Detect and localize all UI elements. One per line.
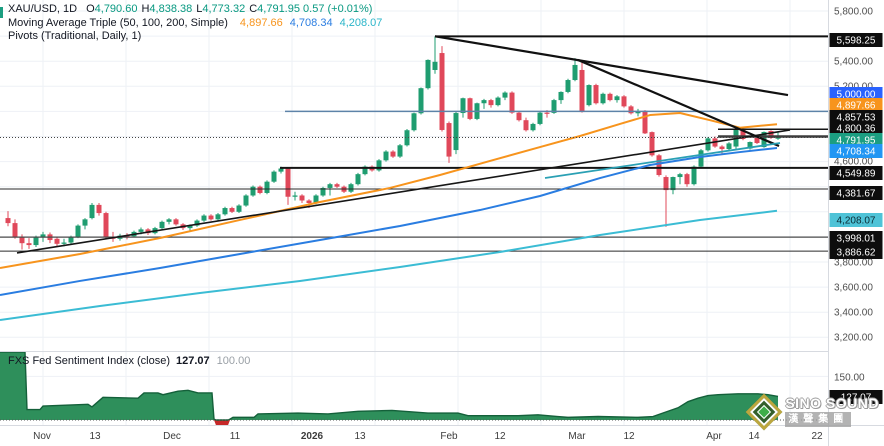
sentiment-area bbox=[0, 352, 778, 420]
svg-text:3,400.00: 3,400.00 bbox=[834, 308, 873, 319]
svg-text:5,400.00: 5,400.00 bbox=[834, 57, 873, 68]
ma100-value: 4,708.34 bbox=[289, 16, 333, 29]
sentiment-baseline-value: 100.00 bbox=[216, 355, 251, 367]
svg-text:5,598.25: 5,598.25 bbox=[837, 36, 876, 47]
low-letter: L bbox=[196, 3, 203, 15]
svg-text:3,886.62: 3,886.62 bbox=[837, 248, 876, 259]
ma-indicator-row[interactable]: Moving Average Triple (50, 100, 200, Sim… bbox=[8, 17, 382, 31]
price-label-box bbox=[829, 98, 883, 112]
svg-text:13: 13 bbox=[354, 431, 366, 442]
sentiment-negative-area bbox=[0, 420, 778, 426]
sma200-line bbox=[0, 209, 778, 321]
svg-text:12: 12 bbox=[494, 431, 506, 442]
price-label-box bbox=[829, 390, 883, 404]
time-axis[interactable]: Nov 13 Dec 11 2026 13 Feb 12 Mar 12 Apr 14 22 bbox=[33, 431, 823, 442]
svg-text:Feb: Feb bbox=[440, 431, 458, 442]
descending-resistance-2 bbox=[577, 58, 780, 148]
svg-text:3,200.00: 3,200.00 bbox=[834, 333, 873, 344]
symbol-row[interactable]: XAU/USD, 1D O4,790.60 H4,838.38 L4,773.32 C4… bbox=[8, 3, 382, 17]
watermark-logo: SINO SOUND 漢聲集團 bbox=[745, 393, 879, 431]
svg-text:Apr: Apr bbox=[706, 431, 722, 442]
svg-text:Mar: Mar bbox=[568, 431, 586, 442]
edge-marker bbox=[0, 7, 3, 18]
svg-text:5,800.00: 5,800.00 bbox=[834, 7, 873, 18]
svg-text:4,549.89: 4,549.89 bbox=[837, 169, 876, 180]
symbol-legend: XAU/USD, 1D O4,790.60 H4,838.38 L4,773.32 C4… bbox=[8, 3, 382, 44]
svg-text:4,791.95: 4,791.95 bbox=[837, 136, 876, 147]
svg-text:22: 22 bbox=[811, 431, 823, 442]
ma50-value: 4,897.66 bbox=[239, 16, 283, 29]
ascending-minor-teal bbox=[544, 142, 781, 179]
sentiment-indicator-label: FXS Fed Sentiment Index (close) bbox=[8, 355, 171, 367]
svg-text:4,708.34: 4,708.34 bbox=[837, 147, 876, 158]
close-value: 4,791.95 bbox=[257, 3, 300, 15]
sma50-line bbox=[0, 112, 778, 270]
svg-text:3,800.00: 3,800.00 bbox=[834, 258, 873, 269]
svg-text:13: 13 bbox=[89, 431, 101, 442]
price-label-box bbox=[829, 133, 883, 147]
ma-layer bbox=[0, 112, 778, 321]
svg-text:3,600.00: 3,600.00 bbox=[834, 283, 873, 294]
candles-layer bbox=[5, 36, 781, 250]
open-letter: O bbox=[86, 3, 95, 15]
price-label-box bbox=[829, 166, 883, 180]
svg-text:11: 11 bbox=[230, 431, 241, 442]
svg-text:14: 14 bbox=[748, 431, 760, 442]
price-label-box bbox=[829, 231, 883, 245]
svg-text:4,381.67: 4,381.67 bbox=[837, 189, 876, 200]
price-label-box bbox=[829, 110, 883, 124]
sentiment-pane bbox=[0, 351, 828, 426]
sma100-line bbox=[0, 147, 778, 296]
ma-indicator-label: Moving Average Triple (50, 100, 200, Sim… bbox=[8, 16, 228, 29]
price-label-box bbox=[829, 213, 883, 227]
trendlines-layer bbox=[16, 35, 791, 254]
svg-text:4,800.36: 4,800.36 bbox=[837, 124, 876, 135]
pivots-indicator-label: Pivots (Traditional, Daily, 1) bbox=[8, 30, 142, 42]
svg-text:150.00: 150.00 bbox=[834, 373, 865, 384]
svg-text:12: 12 bbox=[623, 431, 635, 442]
ascending-support bbox=[16, 129, 791, 254]
price-label-box bbox=[829, 144, 883, 158]
svg-text:Nov: Nov bbox=[33, 431, 51, 442]
svg-text:2026: 2026 bbox=[301, 431, 324, 442]
price-label-box bbox=[829, 121, 883, 135]
pivots-indicator-row[interactable]: Pivots (Traditional, Daily, 1) bbox=[8, 30, 382, 44]
high-letter: H bbox=[141, 3, 150, 15]
close-letter: C bbox=[249, 3, 258, 15]
price-label-box bbox=[829, 186, 883, 200]
brand-diamond-icon bbox=[745, 393, 783, 431]
svg-text:Dec: Dec bbox=[163, 431, 181, 442]
svg-text:5,000.00: 5,000.00 bbox=[837, 90, 876, 101]
brand-name: SINO SOUND bbox=[785, 395, 879, 411]
svg-text:127.07: 127.07 bbox=[841, 393, 872, 404]
brand-name-cjk: 漢聲集團 bbox=[785, 412, 852, 427]
price-label-box bbox=[829, 245, 883, 259]
svg-text:3,998.01: 3,998.01 bbox=[837, 234, 876, 245]
high-value: 4,838.38 bbox=[149, 3, 193, 15]
svg-text:4,857.53: 4,857.53 bbox=[837, 113, 876, 124]
low-value: 4,773.32 bbox=[202, 3, 246, 15]
price-label-box bbox=[829, 33, 883, 47]
svg-text:4,208.07: 4,208.07 bbox=[837, 216, 876, 227]
descending-resistance-1 bbox=[434, 35, 789, 97]
price-label-box bbox=[829, 87, 883, 101]
svg-text:4,600.00: 4,600.00 bbox=[834, 157, 873, 168]
ma200-value: 4,208.07 bbox=[339, 16, 383, 29]
open-value: 4,790.60 bbox=[94, 3, 138, 15]
price-axis[interactable]: 5,800.005,400.005,200.004,600.003,800.00… bbox=[829, 7, 883, 405]
svg-text:4,897.66: 4,897.66 bbox=[837, 101, 876, 112]
symbol-title: XAU/USD, 1D bbox=[8, 3, 78, 15]
sentiment-value: 127.07 bbox=[176, 355, 210, 367]
change-value: 0.57 (+0.01%) bbox=[303, 3, 373, 15]
sentiment-indicator-row[interactable]: FXS Fed Sentiment Index (close) 127.07 100… bbox=[8, 355, 250, 367]
